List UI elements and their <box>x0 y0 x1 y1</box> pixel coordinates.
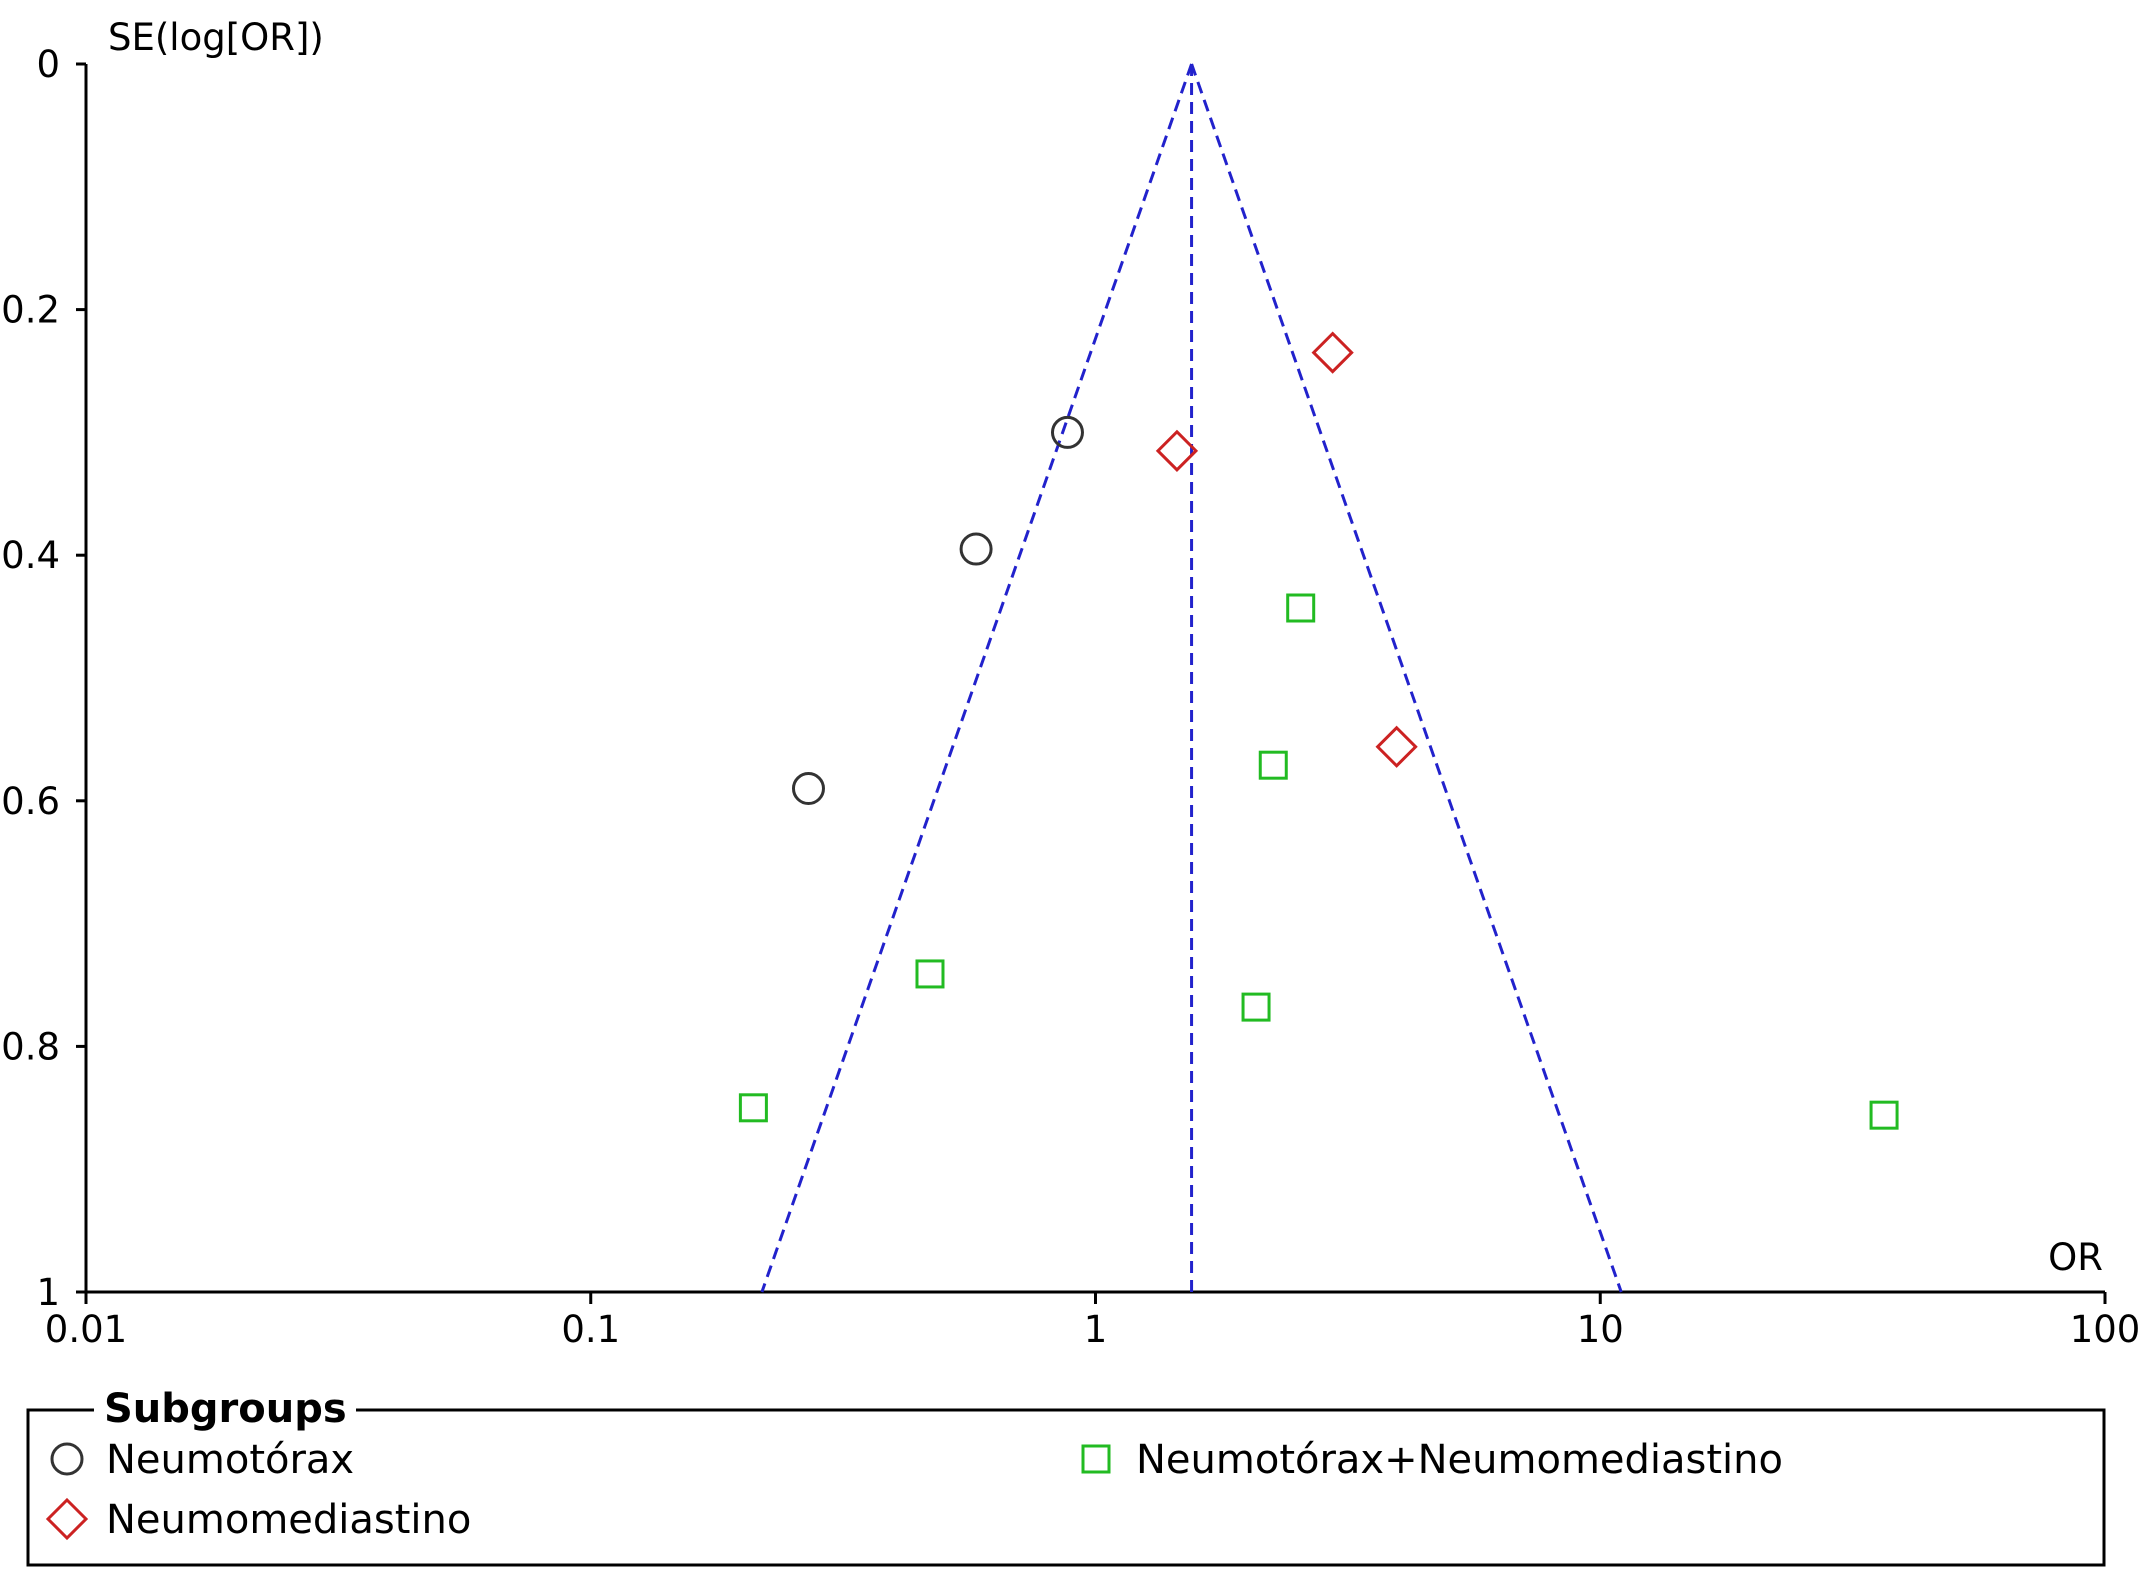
data-point-diamond <box>1375 725 1418 768</box>
data-point-circle <box>791 772 825 806</box>
x-tick-label: 1 <box>1084 1308 1108 1351</box>
funnel-left-line <box>760 63 1193 1293</box>
y-tick-label: 0.4 <box>1 534 60 577</box>
legend-items: Neumotórax Neumomediastino Neumotórax+Neum… <box>45 1437 1783 1543</box>
x-tick-label: 0.1 <box>561 1308 620 1351</box>
legend-title: Subgroups <box>104 1386 347 1432</box>
legend-label: Neumotórax+Neumomediastino <box>1136 1437 1783 1483</box>
x-tick-label: 10 <box>1577 1308 1624 1351</box>
y-ticks: 0 0.2 0.4 0.6 0.8 1 <box>1 43 86 1314</box>
data-point-square <box>1286 593 1316 623</box>
data-point-diamond <box>1311 331 1354 374</box>
legend-label: Neumotórax <box>106 1437 354 1483</box>
y-tick-label: 0.6 <box>1 780 60 823</box>
data-point-circle <box>959 532 993 566</box>
legend-label: Neumomediastino <box>106 1497 471 1543</box>
data-point-diamond <box>1155 429 1199 472</box>
legend-title-bg <box>94 1392 356 1428</box>
data-points <box>738 331 1899 1130</box>
data-point-square <box>1258 750 1288 780</box>
x-ticks: 0.01 0.1 1 10 100 <box>45 1292 2141 1351</box>
legend-marker-square <box>1081 1444 1111 1474</box>
data-point-square <box>915 959 945 989</box>
funnel-right-line <box>1190 63 1623 1293</box>
y-tick-label: 0.2 <box>1 289 60 332</box>
y-tick-label: 1 <box>36 1271 60 1314</box>
data-point-circle <box>1050 415 1084 449</box>
data-point-square <box>1869 1100 1899 1130</box>
y-tick-label: 0.8 <box>1 1025 60 1068</box>
legend-marker-diamond <box>45 1497 89 1541</box>
funnel-lines <box>760 63 1623 1293</box>
x-axis-label: OR <box>2048 1236 2103 1279</box>
x-tick-label: 0.01 <box>45 1308 127 1351</box>
data-point-square <box>1241 992 1271 1022</box>
legend: Subgroups NeumotóraxNeumomediastinoNeumo… <box>26 1386 2106 1567</box>
y-tick-label: 0 <box>36 43 60 86</box>
legend-marker-circle <box>50 1442 84 1476</box>
x-tick-label: 100 <box>2070 1308 2141 1351</box>
data-point-square <box>738 1093 768 1123</box>
legend-box <box>26 1408 2106 1567</box>
y-axis-label: SE(log[OR]) <box>108 16 324 59</box>
